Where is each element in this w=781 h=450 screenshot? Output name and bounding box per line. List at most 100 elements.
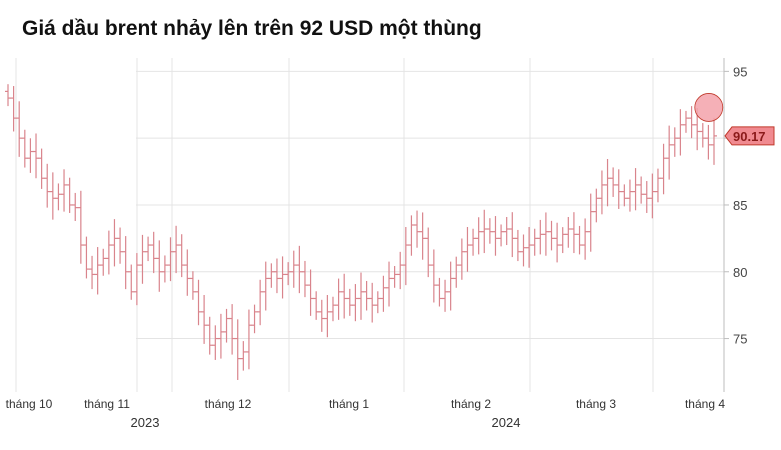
ohlc-bar (492, 216, 499, 256)
x-month-label: tháng 10 (6, 397, 53, 411)
ohlc-bar (570, 212, 577, 254)
ohlc-bar (509, 212, 516, 258)
ohlc-bar (682, 110, 689, 133)
ohlc-bar (397, 251, 404, 290)
ohlc-bar (229, 304, 236, 355)
ohlc-bar (464, 227, 471, 272)
ohlc-bar (436, 277, 443, 307)
grid-layer (15, 58, 724, 392)
ohlc-bar (430, 249, 437, 303)
ohlc-bar (245, 309, 252, 370)
ohlc-bar (16, 101, 23, 157)
ohlc-bar (279, 256, 286, 299)
ohlc-bar (526, 227, 533, 268)
ohlc-bar (189, 271, 196, 300)
ohlc-bar (615, 169, 622, 209)
ohlc-bar (531, 228, 538, 256)
y-tick-label: 95 (733, 64, 747, 79)
axis-layer: 75 80 85 95 tháng 10 tháng 11 tháng 12 tháng 1 t… (6, 58, 747, 430)
ohlc-bar (307, 269, 314, 316)
y-tick-label: 85 (733, 198, 747, 213)
ohlc-bar (419, 212, 426, 260)
ohlc-bar (117, 227, 124, 264)
ohlc-bar (498, 224, 505, 247)
ohlc-bar (548, 220, 555, 251)
ohlc-bar (55, 183, 62, 211)
ohlc-bar (89, 255, 96, 290)
ohlc-bar (83, 236, 90, 279)
x-year-label: 2023 (131, 415, 160, 430)
ohlc-bar (33, 133, 40, 179)
ohlc-bar (402, 227, 409, 286)
ohlc-bar (105, 230, 112, 275)
ohlc-bar (27, 138, 34, 173)
ohlc-bar (5, 84, 11, 107)
peak-highlight-circle (694, 93, 724, 122)
ohlc-bar (234, 319, 241, 380)
ohlc-bar (363, 280, 370, 311)
ohlc-bar (711, 117, 717, 165)
candle-layer (5, 84, 717, 380)
x-month-label: tháng 12 (205, 397, 252, 411)
ohlc-bar (156, 240, 163, 292)
ohlc-bar (542, 212, 549, 256)
ohlc-bar (251, 304, 258, 334)
ohlc-bar (481, 209, 488, 254)
x-year-label: 2024 (492, 415, 521, 430)
ohlc-bar (666, 125, 673, 180)
ohlc-bar (100, 248, 107, 276)
ohlc-bar (167, 237, 174, 282)
y-tick-label: 80 (733, 265, 747, 280)
ohlc-bar (352, 284, 359, 322)
ohlc-bar (593, 188, 600, 223)
ohlc-bar (206, 316, 213, 355)
ohlc-bar (240, 341, 247, 371)
ohlc-bar (145, 236, 152, 262)
ohlc-bar (458, 238, 465, 280)
ohlc-bar (503, 216, 510, 246)
ohlc-bar (425, 227, 432, 278)
ohlc-bar (285, 262, 292, 286)
ohlc-bar (301, 260, 308, 298)
ohlc-bar (475, 217, 482, 255)
ohlc-bar (486, 218, 493, 244)
ohlc-bar (346, 288, 353, 316)
ohlc-bar (161, 255, 168, 283)
ohlc-bar (447, 261, 454, 311)
ohlc-bar (262, 261, 269, 311)
ohlc-bar (268, 263, 275, 288)
ohlc-bar (453, 256, 460, 288)
ohlc-bar (61, 169, 68, 212)
ohlc-bar (94, 247, 101, 295)
ohlc-bar (705, 124, 712, 160)
ohlc-bar (313, 291, 320, 320)
ohlc-bar (212, 325, 219, 360)
ohlc-bar (201, 295, 208, 344)
ohlc-bar (386, 261, 393, 307)
ohlc-bar (257, 279, 264, 326)
ohlc-bar (660, 143, 667, 195)
ohlc-bar (217, 313, 224, 359)
ohlc-bar (391, 266, 398, 288)
ohlc-bar (632, 168, 639, 211)
ohlc-bar (414, 210, 421, 248)
ohlc-bar (111, 219, 118, 267)
ohlc-bar (38, 148, 45, 189)
ohlc-bar (369, 282, 376, 323)
x-month-label: tháng 11 (84, 397, 130, 411)
ohlc-bar (604, 159, 611, 207)
ohlc-bar (122, 236, 129, 290)
ohlc-bar (380, 275, 387, 312)
ohlc-bar (621, 184, 628, 207)
ohlc-bar (520, 234, 527, 267)
ohlc-bar (318, 299, 325, 332)
ohlc-bar (554, 222, 561, 263)
ohlc-bar (514, 229, 521, 262)
ohlc-bar (576, 225, 583, 255)
ohlc-bar (324, 295, 331, 338)
ohlc-bar (296, 245, 303, 294)
ohlc-bar (77, 190, 84, 264)
ohlc-bar (587, 193, 594, 252)
ohlc-bar (565, 216, 572, 248)
